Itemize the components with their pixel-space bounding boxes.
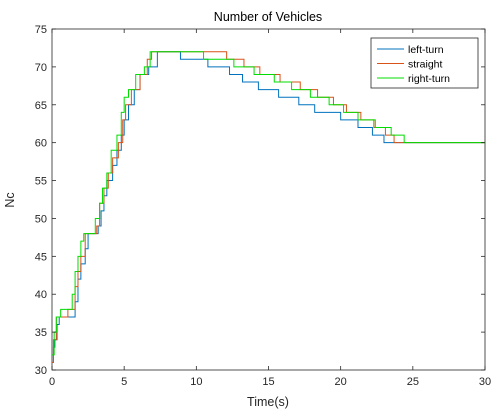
- legend-label: straight: [408, 59, 443, 71]
- y-tick-label: 65: [35, 100, 47, 112]
- legend-label: left-turn: [408, 44, 444, 56]
- x-tick-label: 25: [407, 376, 419, 388]
- x-tick-label: 0: [49, 376, 55, 388]
- y-tick-label: 45: [35, 251, 47, 263]
- y-axis-label: Nc: [3, 192, 17, 207]
- chart-title: Number of Vehicles: [214, 10, 322, 24]
- x-tick-label: 30: [479, 376, 491, 388]
- x-tick-label: 10: [190, 376, 202, 388]
- legend-label: right-turn: [408, 73, 450, 85]
- y-tick-label: 50: [35, 213, 47, 225]
- x-tick-label: 15: [262, 376, 274, 388]
- x-tick-label: 20: [335, 376, 347, 388]
- y-tick-label: 60: [35, 138, 47, 150]
- y-tick-label: 40: [35, 289, 47, 301]
- y-tick-label: 75: [35, 24, 47, 36]
- x-axis-label: Time(s): [247, 395, 289, 409]
- x-tick-label: 5: [121, 376, 127, 388]
- legend: left-turn straight right-turn: [371, 38, 478, 88]
- y-tick-label: 70: [35, 62, 47, 74]
- y-tick-label: 30: [35, 365, 47, 377]
- y-tick-label: 35: [35, 327, 47, 339]
- y-tick-label: 55: [35, 176, 47, 188]
